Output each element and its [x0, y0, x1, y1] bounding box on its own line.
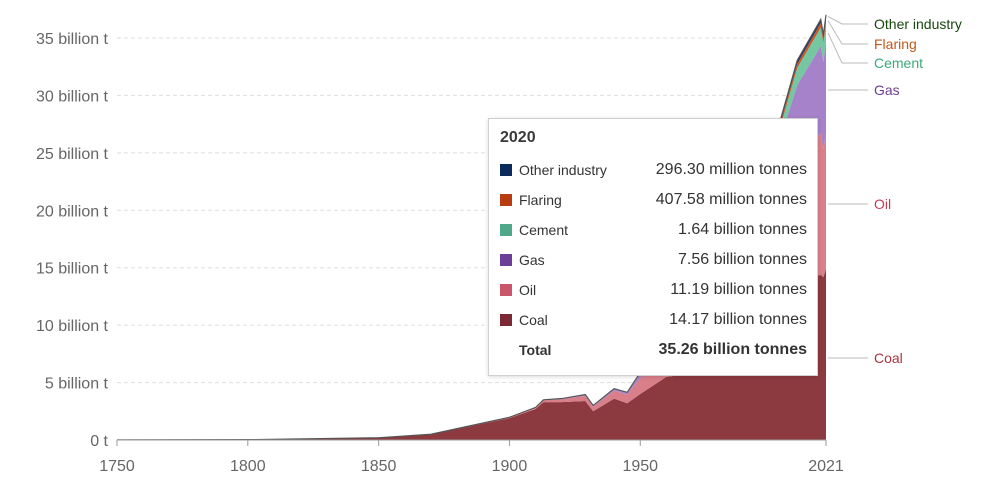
y-tick-label: 35 billion t — [36, 31, 109, 48]
tooltip-series-name: Coal — [519, 312, 548, 328]
tooltip-row: Coal 14.17 billion tonnes — [500, 305, 807, 335]
y-tick-label: 30 billion t — [36, 88, 109, 105]
legend-connector — [827, 32, 868, 64]
x-tick-label: 1950 — [622, 458, 658, 475]
tooltip-series-value: 1.64 billion tonnes — [678, 221, 807, 238]
tooltip-series-name: Other industry — [519, 162, 607, 178]
tooltip-row: Oil 11.19 billion tonnes — [500, 275, 807, 305]
axes: 0 t 5 billion t 10 billion t 15 billion t 20… — [36, 31, 844, 475]
tooltip-swatch — [500, 254, 512, 266]
x-tick-label: 1750 — [99, 458, 135, 475]
tooltip-series-value: 11.19 billion tonnes — [670, 281, 807, 298]
total-outline — [116, 14, 827, 441]
tooltip-year: 2020 — [500, 129, 536, 146]
tooltip-total-label: Total — [519, 342, 552, 358]
y-tick-label: 20 billion t — [36, 203, 109, 220]
legend-label-oil[interactable]: Oil — [874, 196, 891, 212]
y-tick-label: 5 billion t — [45, 376, 109, 393]
tooltip-series-value: 7.56 billion tonnes — [678, 251, 807, 268]
area-series — [116, 14, 827, 441]
tooltip-row: Cement 1.64 billion tonnes — [500, 215, 807, 245]
tooltip-swatch — [500, 224, 512, 236]
area-coal[interactable] — [117, 268, 826, 440]
x-tick-label: 1850 — [361, 458, 397, 475]
x-tick-label: 1900 — [492, 458, 528, 475]
tooltip-series-name: Oil — [519, 282, 537, 298]
x-tick-label: 1800 — [230, 458, 266, 475]
legend-label-gas[interactable]: Gas — [874, 82, 900, 98]
legend-label-other-industry[interactable]: Other industry — [874, 16, 962, 32]
tooltip-total-spacer — [500, 344, 512, 356]
y-tick-label: 15 billion t — [36, 261, 109, 278]
tooltip-row: Other industry 296.30 million tonnes — [500, 155, 807, 185]
x-tick-label: 2021 — [808, 458, 844, 475]
tooltip-row: Gas 7.56 billion tonnes — [500, 245, 807, 275]
tooltip-swatch — [500, 194, 512, 206]
legend-label-cement[interactable]: Cement — [874, 55, 923, 71]
hover-tooltip: 2020 Other industry 296.30 million tonnes… — [488, 118, 818, 376]
legend-label-coal[interactable]: Coal — [874, 350, 903, 366]
tooltip-series-name: Cement — [519, 222, 569, 238]
y-tick-label: 25 billion t — [36, 146, 109, 163]
tooltip-row: Flaring 407.58 million tonnes — [500, 185, 807, 215]
tooltip-total-value: 35.26 billion tonnes — [658, 341, 807, 358]
legend-connector — [827, 20, 868, 45]
tooltip-swatch — [500, 314, 512, 326]
legend-connector — [827, 16, 868, 25]
tooltip-series-value: 296.30 million tonnes — [655, 161, 807, 178]
tooltip-series-name: Flaring — [519, 192, 562, 208]
series-legend[interactable]: Coal Oil Gas Cement Flaring Other industry — [827, 16, 962, 366]
y-tick-label: 10 billion t — [36, 318, 109, 335]
tooltip-series-name: Gas — [519, 252, 545, 268]
tooltip-total-row: Total 35.26 billion tonnes — [500, 335, 807, 365]
y-tick-label: 0 t — [90, 433, 108, 450]
tooltip-swatch — [500, 284, 512, 296]
legend-label-flaring[interactable]: Flaring — [874, 36, 917, 52]
tooltip-series-value: 14.17 billion tonnes — [669, 311, 807, 328]
tooltip-swatch — [500, 164, 512, 176]
tooltip-series-value: 407.58 million tonnes — [655, 191, 807, 208]
